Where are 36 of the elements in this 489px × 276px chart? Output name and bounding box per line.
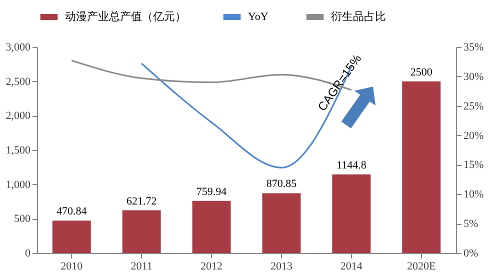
bar — [262, 193, 301, 253]
x-tick-label: 2014 — [340, 260, 363, 272]
y-tick-label: 500 — [14, 213, 31, 226]
y2-tick-label: 35% — [464, 42, 484, 54]
y2-tick-label: 30% — [464, 70, 484, 83]
legend-label: 动漫产业总产值（亿元） — [65, 10, 186, 23]
bar — [332, 174, 371, 253]
y-tick-label: 0 — [25, 248, 31, 260]
y-tick-label: 1,500 — [6, 144, 31, 156]
y2-tick-label: 0% — [464, 248, 478, 260]
y-tick-label: 3,000 — [6, 42, 31, 54]
x-tick-label: 2020E — [407, 260, 436, 272]
bar — [122, 210, 161, 253]
x-tick-label: 2010 — [60, 260, 84, 272]
y2-tick-label: 15% — [464, 159, 484, 172]
y2-tick-label: 10% — [464, 188, 484, 201]
data-label: 1144.8 — [336, 159, 367, 172]
bar — [52, 220, 91, 253]
data-label: 621.72 — [126, 195, 157, 208]
y2-tick-label: 25% — [464, 100, 484, 112]
y-tick-label: 1,000 — [6, 178, 31, 191]
y-tick-label: 2,500 — [6, 76, 31, 88]
x-tick-label: 2011 — [130, 260, 152, 272]
data-label: 470.84 — [56, 206, 88, 218]
data-label: 759.94 — [196, 186, 228, 198]
x-tick-label: 2013 — [270, 260, 293, 272]
y2-tick-label: 5% — [464, 218, 478, 230]
legend-label: YoY — [248, 11, 268, 23]
data-label: 2500 — [410, 66, 433, 78]
y2-tick-label: 20% — [464, 130, 484, 142]
bar — [192, 200, 231, 253]
legend-label: 衍生品占比 — [331, 10, 386, 23]
data-label: 870.85 — [266, 178, 298, 190]
bar — [402, 81, 441, 253]
x-tick-label: 2012 — [200, 260, 223, 272]
y-tick-label: 2,000 — [6, 110, 31, 122]
